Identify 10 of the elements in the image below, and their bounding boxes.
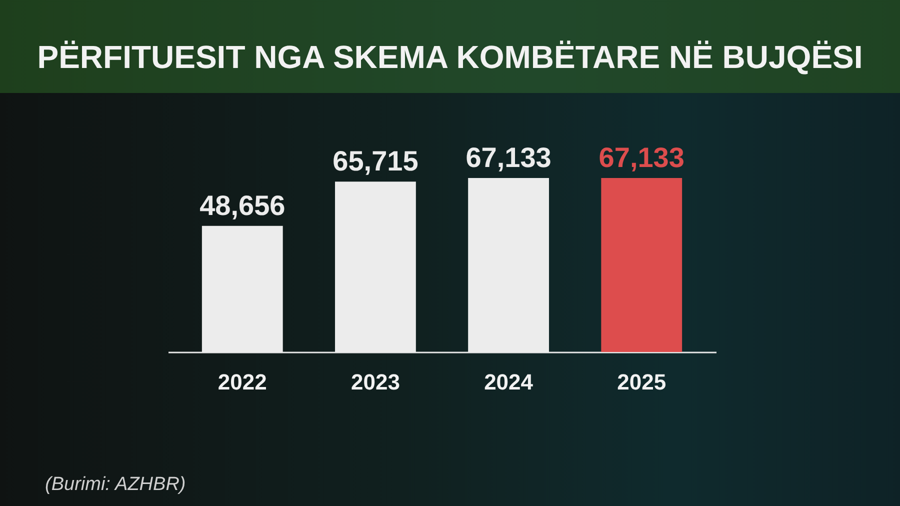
x-tick-label: 2023 — [350, 370, 400, 394]
chart-title: PËRFITUESIT NGA SKEMA KOMBËTARE NË BUJQËSI — [36, 38, 864, 76]
x-tick-label: 2024 — [484, 370, 534, 394]
data-label: 67,133 — [598, 142, 684, 173]
data-label: 48,656 — [200, 190, 286, 221]
x-tick-label: 2025 — [617, 370, 666, 394]
x-tick-label: 2022 — [218, 370, 267, 394]
data-label: 67,133 — [466, 142, 552, 173]
data-label: 65,715 — [332, 146, 418, 177]
text: (Burimi: AZHBR) — [45, 473, 186, 497]
